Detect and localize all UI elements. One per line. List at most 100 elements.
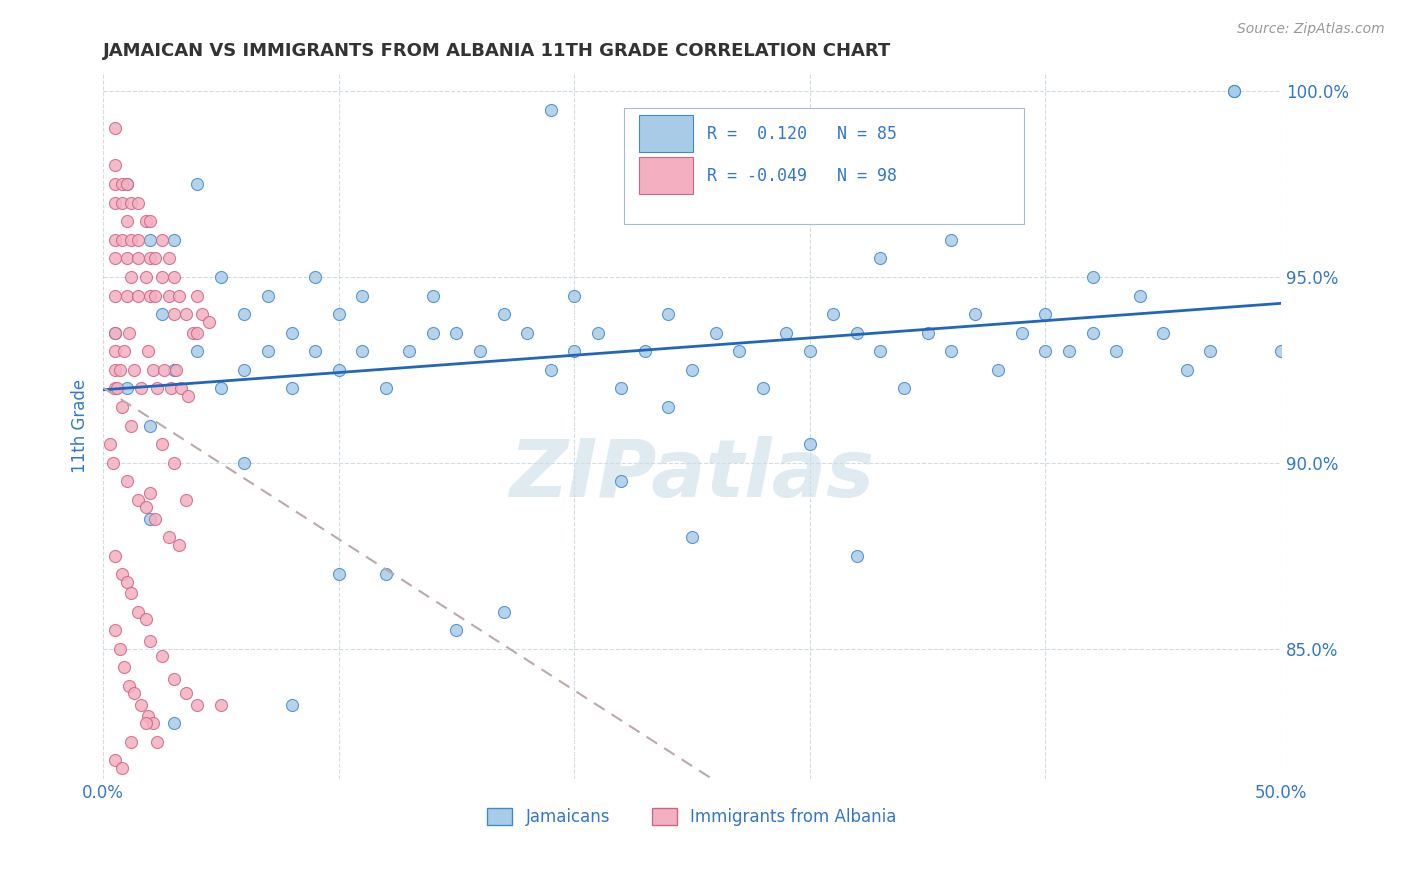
Point <box>136 708 159 723</box>
Point <box>170 382 193 396</box>
Point <box>1199 344 1222 359</box>
Point <box>186 288 208 302</box>
Point <box>104 549 127 563</box>
Point <box>468 344 491 359</box>
Point <box>704 326 727 340</box>
Point <box>799 344 821 359</box>
Point <box>610 382 633 396</box>
Point <box>209 269 232 284</box>
Point <box>120 418 142 433</box>
Point <box>108 363 131 377</box>
Point <box>492 307 515 321</box>
Point <box>917 326 939 340</box>
Point <box>374 567 396 582</box>
Point <box>941 233 963 247</box>
Point <box>799 437 821 451</box>
Point <box>328 567 350 582</box>
Point <box>492 605 515 619</box>
Point <box>127 252 149 266</box>
FancyBboxPatch shape <box>640 157 693 194</box>
Y-axis label: 11th Grade: 11th Grade <box>72 378 89 473</box>
Point <box>139 418 162 433</box>
Point <box>869 344 891 359</box>
Point <box>139 252 162 266</box>
Point <box>135 612 157 626</box>
Legend: Jamaicans, Immigrants from Albania: Jamaicans, Immigrants from Albania <box>479 799 905 834</box>
Point <box>1270 344 1292 359</box>
Point <box>681 530 703 544</box>
Point <box>129 382 152 396</box>
Point <box>139 485 162 500</box>
Point <box>233 456 256 470</box>
Point <box>181 326 204 340</box>
Point <box>143 288 166 302</box>
Point <box>135 716 157 731</box>
Text: ZIPatlas: ZIPatlas <box>509 436 875 514</box>
Point <box>104 233 127 247</box>
Text: R = -0.049   N = 98: R = -0.049 N = 98 <box>707 168 897 186</box>
Point <box>398 344 420 359</box>
Point <box>163 716 186 731</box>
Point <box>987 363 1010 377</box>
Point <box>1129 288 1152 302</box>
Point <box>157 252 180 266</box>
Point <box>127 493 149 508</box>
Point <box>174 307 197 321</box>
Point <box>1081 326 1104 340</box>
Point <box>1081 269 1104 284</box>
Point <box>115 574 138 589</box>
Point <box>104 177 127 191</box>
Point <box>98 437 121 451</box>
Point <box>115 288 138 302</box>
Point <box>845 326 868 340</box>
Point <box>104 753 127 767</box>
Point <box>845 549 868 563</box>
Point <box>104 195 127 210</box>
Point <box>120 586 142 600</box>
Point <box>163 307 186 321</box>
Point <box>139 511 162 525</box>
Point <box>516 326 538 340</box>
Point <box>328 363 350 377</box>
Point <box>104 158 127 172</box>
Point <box>422 288 444 302</box>
Point <box>139 233 162 247</box>
Text: JAMAICAN VS IMMIGRANTS FROM ALBANIA 11TH GRADE CORRELATION CHART: JAMAICAN VS IMMIGRANTS FROM ALBANIA 11TH… <box>103 42 891 60</box>
Point <box>115 214 138 228</box>
Point <box>111 567 134 582</box>
Point <box>143 252 166 266</box>
Point <box>586 326 609 340</box>
Point <box>104 623 127 637</box>
Point <box>143 511 166 525</box>
Point <box>115 177 138 191</box>
Point <box>104 252 127 266</box>
Point <box>120 269 142 284</box>
Point <box>186 344 208 359</box>
Point <box>186 177 208 191</box>
Point <box>108 641 131 656</box>
Point <box>150 269 173 284</box>
Point <box>157 530 180 544</box>
Point <box>111 400 134 414</box>
Point <box>120 735 142 749</box>
Point <box>540 363 562 377</box>
Point <box>118 326 141 340</box>
Point <box>163 233 186 247</box>
Point <box>775 326 797 340</box>
Point <box>135 500 157 515</box>
Point <box>1035 344 1057 359</box>
Point <box>163 363 186 377</box>
Point <box>111 233 134 247</box>
Point <box>136 344 159 359</box>
Point <box>328 307 350 321</box>
Point <box>142 716 165 731</box>
Point <box>115 177 138 191</box>
Point <box>869 252 891 266</box>
Point <box>150 437 173 451</box>
Point <box>139 214 162 228</box>
Point <box>209 382 232 396</box>
Point <box>163 456 186 470</box>
Point <box>146 382 169 396</box>
Point <box>115 475 138 489</box>
Point <box>280 698 302 712</box>
